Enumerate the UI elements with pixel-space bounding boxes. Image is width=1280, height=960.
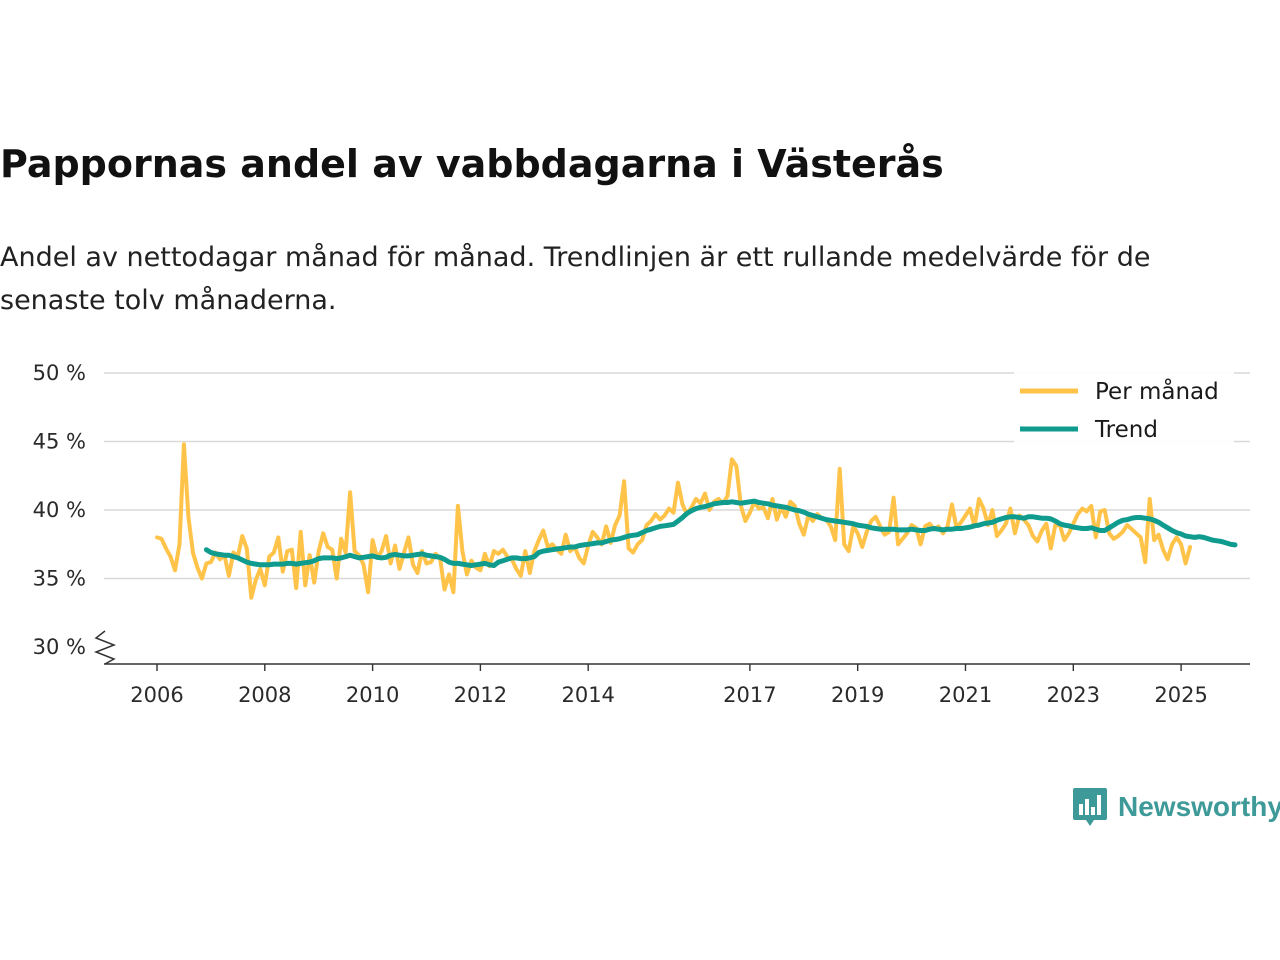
chart-title: Pappornas andel av vabbdagarna i Västerå… xyxy=(0,142,944,186)
y-tick-labels: 30 % 35 % 40 % 45 % 50 % xyxy=(33,361,86,659)
x-tick-label-2012: 2012 xyxy=(454,683,507,707)
legend: Per månad Trend xyxy=(1014,370,1234,446)
x-tick-label-2025: 2025 xyxy=(1154,683,1207,707)
y-tick-label-45: 45 % xyxy=(33,430,86,454)
x-tick-label-2006: 2006 xyxy=(130,683,183,707)
chart-subtitle: Andel av nettodagar månad för månad. Tre… xyxy=(0,242,1151,316)
y-tick-label-30: 30 % xyxy=(33,635,86,659)
y-tick-label-35: 35 % xyxy=(33,567,86,591)
legend-label-per-manad: Per månad xyxy=(1095,377,1219,405)
y-tick-label-40: 40 % xyxy=(33,498,86,522)
series-line-per-manad xyxy=(155,442,1193,600)
y-axis-break-icon xyxy=(93,630,117,665)
series xyxy=(155,442,1238,600)
x-tick-labels: 2006 2008 2010 2012 2014 2017 2019 2021 2023 2025 xyxy=(130,664,1208,707)
brand-name: Newsworthy xyxy=(1118,791,1280,822)
newsworthy-logo-icon xyxy=(1073,788,1107,826)
x-tick-label-2019: 2019 xyxy=(831,683,884,707)
x-tick-label-2010: 2010 xyxy=(346,683,399,707)
legend-background xyxy=(1014,370,1234,446)
axes xyxy=(93,630,1250,665)
series-line-trend xyxy=(203,498,1238,568)
brand[interactable]: Newsworthy xyxy=(1072,786,1280,828)
x-tick-label-2017: 2017 xyxy=(723,683,776,707)
x-tick-label-2023: 2023 xyxy=(1047,683,1100,707)
y-tick-label-50: 50 % xyxy=(33,361,86,385)
line-chart: 30 % 35 % 40 % 45 % 50 % 2006 2008 2010 2012 201… xyxy=(33,361,1250,707)
legend-label-trend: Trend xyxy=(1094,417,1158,443)
x-tick-label-2021: 2021 xyxy=(939,683,992,707)
x-tick-label-2014: 2014 xyxy=(561,683,614,707)
x-tick-label-2008: 2008 xyxy=(238,683,291,707)
